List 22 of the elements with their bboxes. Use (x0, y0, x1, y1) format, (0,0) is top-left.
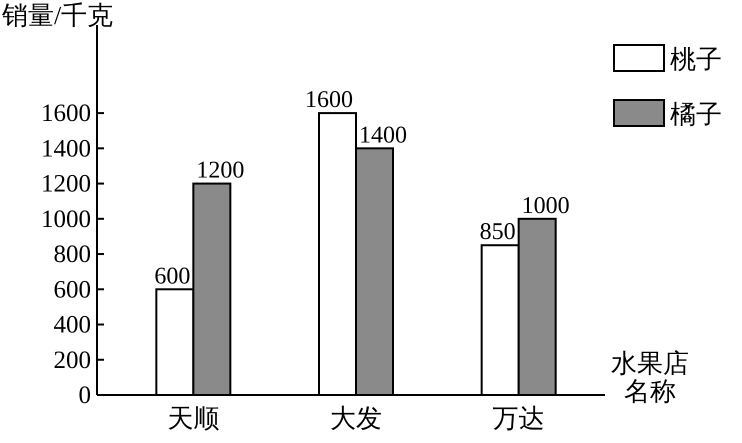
y-tick-label: 400 (54, 312, 91, 339)
x-tick-label: 万达 (492, 404, 545, 433)
y-tick-label: 0 (78, 382, 91, 409)
y-tick-label: 1200 (41, 170, 91, 198)
data-label: 600 (154, 263, 190, 290)
data-label: 1000 (522, 192, 570, 219)
x-tick-label: 天顺 (167, 404, 220, 433)
y-tick-label: 1000 (41, 206, 91, 233)
y-tick-label: 1600 (41, 100, 91, 128)
legend-label: 橘子 (670, 100, 722, 129)
data-label: 1600 (305, 87, 353, 114)
data-label: 850 (480, 219, 516, 246)
y-tick-label: 600 (54, 276, 91, 304)
data-label: 1200 (196, 158, 244, 184)
legend-label: 桃子 (670, 45, 722, 74)
x-axis-title: 水果店名称 (610, 349, 690, 406)
data-label: 1400 (359, 122, 407, 148)
y-tick-label: 1400 (41, 135, 91, 162)
x-tick-label: 大发 (330, 404, 382, 433)
y-tick-label: 200 (54, 346, 91, 374)
y-tick-label: 800 (54, 241, 91, 268)
y-axis-title: 销量/千克 (1, 1, 114, 30)
